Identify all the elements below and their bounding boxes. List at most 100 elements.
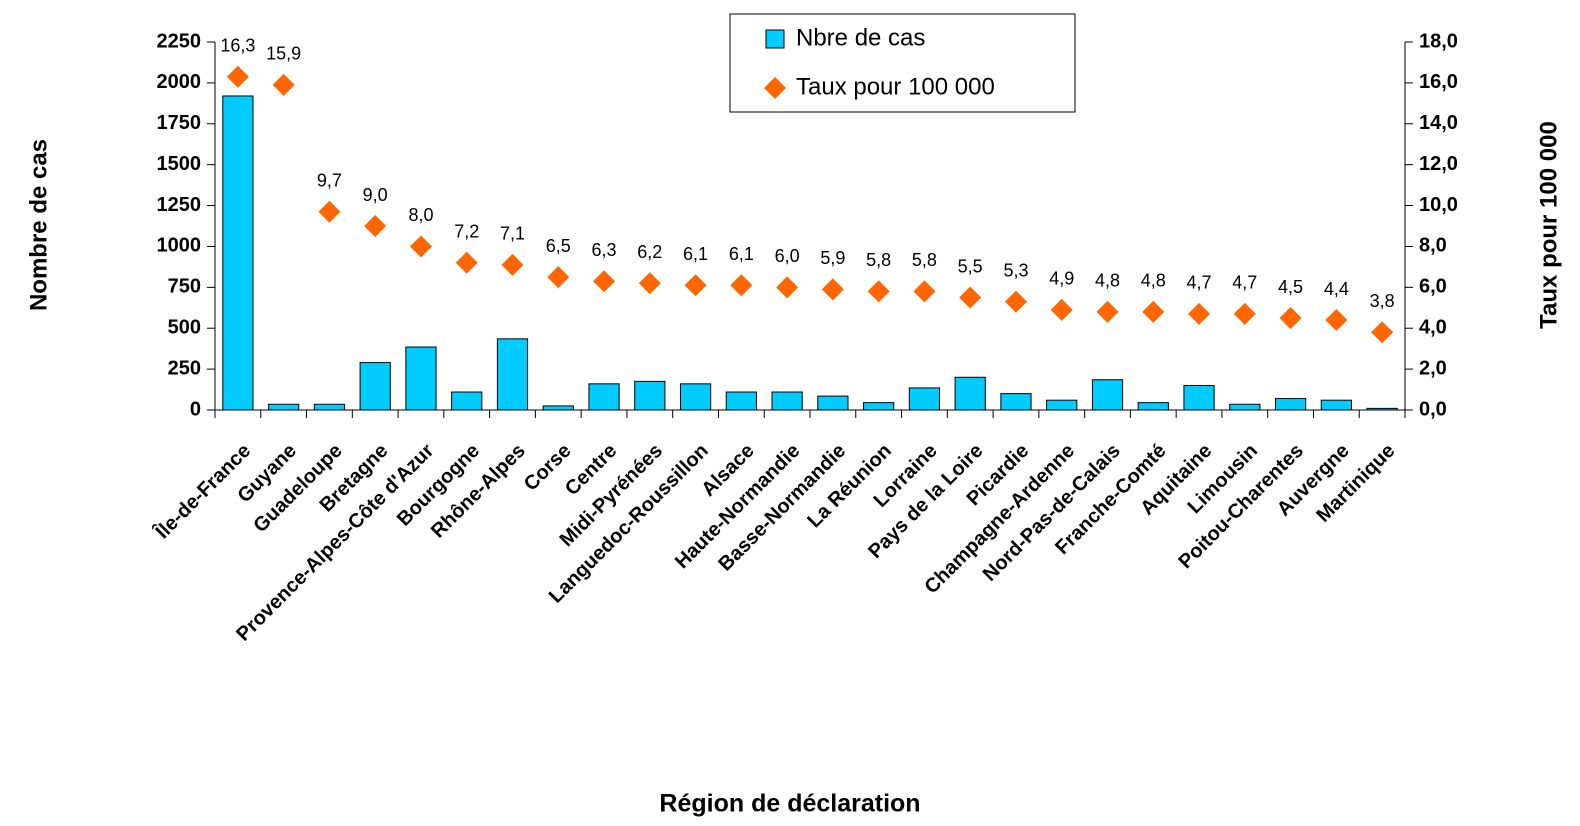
bar bbox=[588, 383, 620, 411]
bar bbox=[954, 376, 986, 411]
data-label: 6,2 bbox=[637, 242, 662, 262]
data-label: 6,1 bbox=[683, 244, 708, 264]
x-axis-title: Région de déclaration bbox=[659, 790, 920, 818]
diamond-marker bbox=[1096, 300, 1119, 323]
diamond-marker bbox=[409, 235, 432, 258]
bar bbox=[679, 383, 712, 411]
bar bbox=[725, 391, 757, 411]
diamond-marker bbox=[913, 280, 936, 303]
bar bbox=[817, 395, 849, 411]
data-label: 4,7 bbox=[1187, 273, 1212, 293]
y2-tick-label: 16,0 bbox=[1419, 71, 1458, 93]
data-label: 6,0 bbox=[775, 246, 800, 266]
y-tick-label: 1750 bbox=[157, 112, 202, 134]
diamond-marker bbox=[1233, 302, 1256, 325]
y-axis-title: Nombre de cas bbox=[25, 139, 52, 311]
y2-tick-label: 4,0 bbox=[1419, 317, 1447, 339]
diamond-marker bbox=[867, 280, 890, 303]
legend-label: Nbre de cas bbox=[796, 24, 925, 51]
diamond-marker bbox=[501, 253, 524, 276]
bar bbox=[313, 403, 346, 411]
y2-tick-label: 8,0 bbox=[1419, 235, 1447, 257]
bar bbox=[1091, 379, 1124, 411]
diamond-marker bbox=[364, 215, 387, 237]
y-tick-label: 2250 bbox=[157, 30, 202, 52]
bar bbox=[634, 380, 666, 411]
diamond-marker bbox=[638, 272, 661, 295]
data-label: 6,5 bbox=[546, 236, 571, 256]
bar bbox=[451, 391, 483, 411]
diamond-marker bbox=[1279, 307, 1302, 329]
data-label: 4,9 bbox=[1049, 269, 1074, 289]
diamond-marker bbox=[593, 270, 616, 293]
bar bbox=[1137, 402, 1169, 411]
bar bbox=[1000, 393, 1032, 411]
diamond-marker bbox=[226, 65, 249, 88]
data-label: 4,8 bbox=[1095, 271, 1120, 291]
data-label: 6,1 bbox=[729, 244, 754, 264]
diamond-marker bbox=[272, 73, 295, 96]
diamond-marker bbox=[730, 274, 753, 297]
data-label: 4,8 bbox=[1141, 271, 1166, 291]
data-label: 15,9 bbox=[266, 44, 301, 64]
legend-label: Taux pour 100 000 bbox=[796, 73, 995, 100]
data-label: 7,1 bbox=[500, 224, 525, 244]
data-label: 9,7 bbox=[317, 170, 342, 190]
diamond-marker bbox=[455, 251, 478, 274]
y-tick-label: 1500 bbox=[157, 153, 202, 175]
bar bbox=[863, 402, 895, 411]
bar bbox=[496, 338, 529, 411]
y2-tick-label: 6,0 bbox=[1419, 276, 1447, 298]
data-label: 4,7 bbox=[1232, 273, 1257, 293]
y2-tick-label: 2,0 bbox=[1419, 357, 1447, 379]
bar bbox=[268, 403, 300, 411]
bar bbox=[405, 346, 437, 411]
y2-tick-label: 18,0 bbox=[1419, 30, 1458, 52]
y-tick-label: 2000 bbox=[157, 71, 202, 93]
y-tick-label: 250 bbox=[168, 357, 201, 379]
bar bbox=[908, 387, 941, 411]
data-label: 3,8 bbox=[1370, 291, 1395, 311]
data-label: 6,3 bbox=[592, 240, 617, 260]
data-label: 5,3 bbox=[1003, 260, 1028, 280]
diamond-marker bbox=[684, 274, 707, 297]
diamond-marker bbox=[1188, 302, 1211, 325]
y2-tick-label: 14,0 bbox=[1419, 112, 1458, 134]
data-label: 4,4 bbox=[1324, 279, 1349, 299]
y-tick-label: 1250 bbox=[157, 194, 202, 216]
y-tick-label: 1000 bbox=[157, 235, 202, 257]
bar bbox=[1274, 398, 1307, 411]
legend-swatch bbox=[765, 29, 785, 49]
y2-axis-title: Taux pour 100 000 bbox=[1535, 121, 1562, 329]
bar bbox=[222, 95, 254, 411]
diamond-marker bbox=[776, 276, 799, 299]
diamond-marker bbox=[547, 266, 570, 289]
diamond-marker bbox=[1142, 300, 1165, 323]
y2-tick-label: 0,0 bbox=[1419, 398, 1447, 420]
y-tick-label: 500 bbox=[168, 317, 201, 339]
diamond-marker bbox=[821, 278, 844, 301]
diamond-marker bbox=[1371, 321, 1394, 344]
bar bbox=[1183, 384, 1215, 411]
bar bbox=[1366, 407, 1398, 411]
diamond-marker bbox=[959, 286, 982, 309]
diamond-marker bbox=[1325, 309, 1348, 332]
legend-box bbox=[729, 13, 1076, 113]
data-label: 16,3 bbox=[220, 36, 255, 56]
diamond-marker bbox=[1050, 298, 1073, 321]
data-label: 7,2 bbox=[454, 222, 479, 242]
bar bbox=[1320, 399, 1352, 411]
data-label: 9,0 bbox=[363, 185, 388, 205]
y2-tick-label: 12,0 bbox=[1419, 153, 1458, 175]
data-label: 5,8 bbox=[866, 250, 891, 270]
data-label: 5,8 bbox=[912, 250, 937, 270]
bar bbox=[1229, 403, 1261, 411]
legend-swatch bbox=[764, 77, 786, 99]
diamond-marker bbox=[318, 200, 341, 223]
y-tick-label: 750 bbox=[168, 276, 201, 298]
data-label: 5,9 bbox=[820, 248, 845, 268]
diamond-marker bbox=[1004, 290, 1027, 313]
y2-tick-label: 10,0 bbox=[1419, 194, 1458, 216]
data-label: 4,5 bbox=[1278, 277, 1303, 297]
